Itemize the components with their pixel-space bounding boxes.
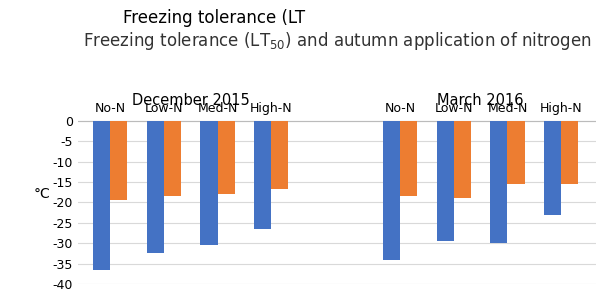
Text: No-N: No-N bbox=[95, 102, 126, 115]
Bar bbox=[437, 121, 454, 241]
Bar bbox=[383, 121, 400, 259]
Text: December 2015: December 2015 bbox=[132, 93, 250, 108]
Text: High-N: High-N bbox=[250, 102, 293, 115]
Text: No-N: No-N bbox=[384, 102, 415, 115]
Bar bbox=[400, 121, 417, 196]
Y-axis label: °C: °C bbox=[34, 187, 50, 201]
Text: High-N: High-N bbox=[540, 102, 582, 115]
Bar bbox=[561, 121, 578, 184]
Text: Med-N: Med-N bbox=[197, 102, 238, 115]
Bar bbox=[164, 121, 181, 196]
Bar bbox=[218, 121, 235, 194]
Text: Med-N: Med-N bbox=[487, 102, 528, 115]
Bar bbox=[490, 121, 508, 243]
Bar bbox=[200, 121, 218, 245]
Bar bbox=[271, 121, 288, 189]
Bar bbox=[147, 121, 164, 254]
Bar bbox=[454, 121, 471, 198]
Bar bbox=[508, 121, 525, 184]
Bar bbox=[254, 121, 271, 229]
Bar bbox=[544, 121, 561, 215]
Bar bbox=[93, 121, 110, 270]
Text: Low-N: Low-N bbox=[434, 102, 473, 115]
Text: March 2016: March 2016 bbox=[437, 93, 524, 108]
Text: Low-N: Low-N bbox=[145, 102, 183, 115]
Title: Freezing tolerance (LT$_{50}$) and autumn application of nitrogen: Freezing tolerance (LT$_{50}$) and autum… bbox=[82, 30, 591, 52]
Text: Freezing tolerance (LT: Freezing tolerance (LT bbox=[123, 9, 306, 27]
Bar bbox=[110, 121, 128, 200]
